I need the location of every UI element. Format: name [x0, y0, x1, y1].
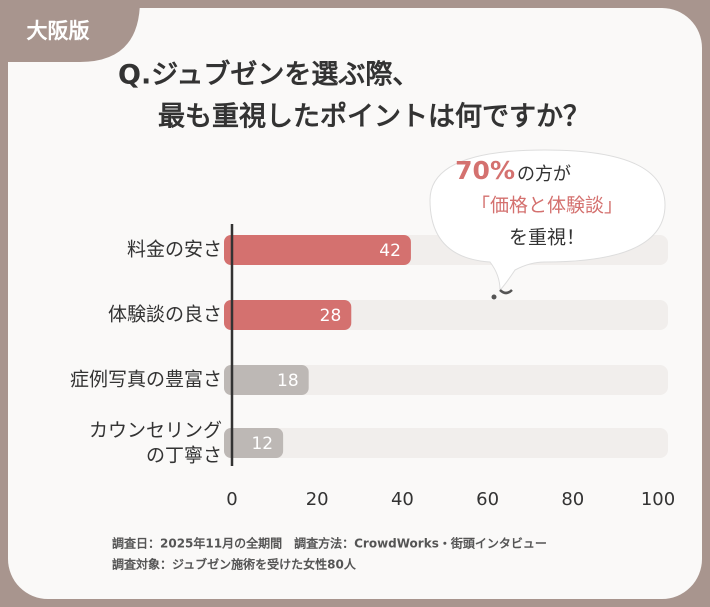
value-label: 12: [251, 434, 273, 454]
footnote: 調査対象：ジュブゼン施術を受けた女性80人: [112, 557, 357, 572]
category-label: 料金の安さ: [126, 238, 222, 261]
bar: [224, 365, 309, 395]
callout-text: の方が: [517, 164, 571, 185]
x-tick-label: 20: [306, 489, 329, 510]
tail-mark: [499, 289, 513, 295]
value-label: 42: [379, 241, 401, 261]
value-label: 18: [277, 371, 299, 391]
footnote: 調査日：2025年11月の全期間 調査方法：CrowdWorks・街頭インタビュ…: [112, 536, 547, 551]
value-label: 28: [320, 306, 342, 326]
callout-bubble: [429, 149, 666, 292]
badge: 大阪版: [27, 19, 90, 43]
title-line: 最も重視したポイントは何ですか？: [158, 102, 590, 133]
x-tick-label: 40: [391, 489, 414, 510]
x-tick-label: 80: [561, 489, 584, 510]
callout-text: を重視！: [509, 227, 585, 249]
x-tick-label: 0: [226, 489, 237, 510]
dot: [491, 294, 497, 300]
x-tick-label: 100: [641, 489, 675, 510]
category-label: 症例写真の豊富さ: [69, 368, 222, 391]
badge-bg: [0, 0, 140, 62]
callout-text: 「価格と体験談」: [471, 195, 623, 217]
track: [232, 428, 668, 458]
title-line: Q.ジュブゼンを選ぶ際、: [118, 59, 419, 91]
category-label: カウンセリング の丁寧さ: [88, 419, 222, 466]
bar: [224, 235, 411, 265]
x-tick-label: 60: [476, 489, 499, 510]
callout-highlight: 70%: [455, 156, 515, 185]
category-label: 体験談の良さ: [107, 303, 222, 326]
bar: [224, 428, 284, 458]
track: [232, 365, 668, 395]
bar: [224, 300, 352, 330]
